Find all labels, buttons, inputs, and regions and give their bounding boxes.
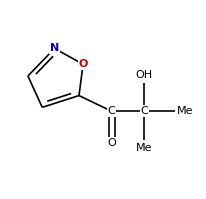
- Text: C: C: [140, 106, 147, 116]
- Text: Me: Me: [135, 143, 152, 153]
- Text: Me: Me: [176, 106, 193, 116]
- Text: O: O: [78, 59, 87, 69]
- Text: O: O: [107, 138, 116, 148]
- Text: N: N: [50, 44, 59, 54]
- Text: OH: OH: [135, 70, 152, 80]
- Text: C: C: [107, 106, 115, 116]
